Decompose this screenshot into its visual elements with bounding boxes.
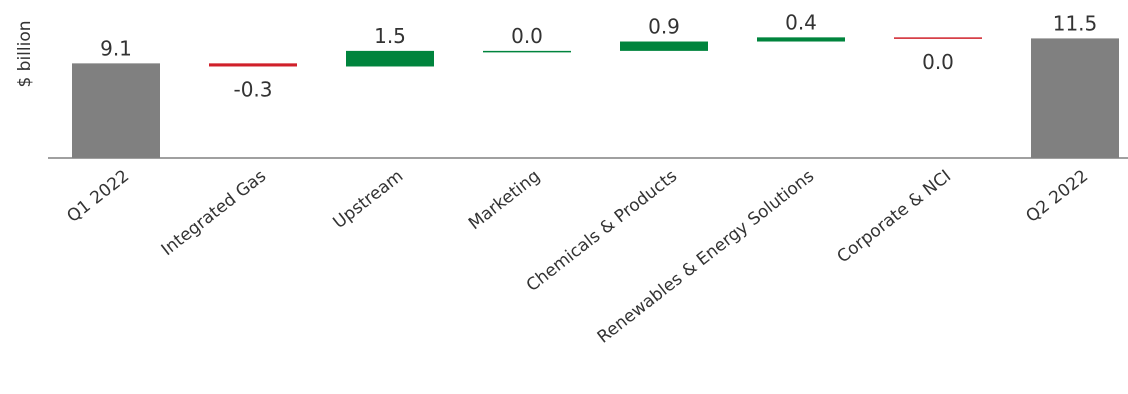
value-label-5: 0.9 [648, 15, 680, 39]
value-label-2: -0.3 [233, 77, 272, 101]
category-label-1: Q1 2022 [63, 166, 133, 227]
y-axis-label: $ billion [15, 20, 35, 87]
category-label-3: Upstream [330, 166, 408, 233]
value-label-3: 1.5 [374, 24, 406, 48]
category-label-5: Chemicals & Products [523, 166, 681, 296]
value-label-1: 9.1 [100, 36, 132, 60]
bar-1 [72, 63, 160, 158]
category-label-6: Renewables & Energy Solutions [594, 166, 818, 347]
category-label-4: Marketing [465, 166, 544, 234]
bar-3 [346, 50, 434, 67]
bar-5 [620, 41, 708, 51]
category-label-2: Integrated Gas [158, 166, 270, 260]
bar-7 [894, 37, 982, 39]
bar-4 [483, 50, 571, 53]
category-label-7: Corporate & NCI [834, 166, 956, 267]
value-label-4: 0.0 [511, 24, 543, 48]
category-label-8: Q2 2022 [1022, 166, 1092, 227]
value-label-6: 0.4 [785, 10, 817, 34]
bar-8 [1031, 38, 1119, 158]
value-label-7: 0.0 [922, 50, 954, 74]
bar-2 [209, 63, 297, 67]
bar-6 [757, 37, 845, 42]
value-label-8: 11.5 [1053, 11, 1098, 35]
